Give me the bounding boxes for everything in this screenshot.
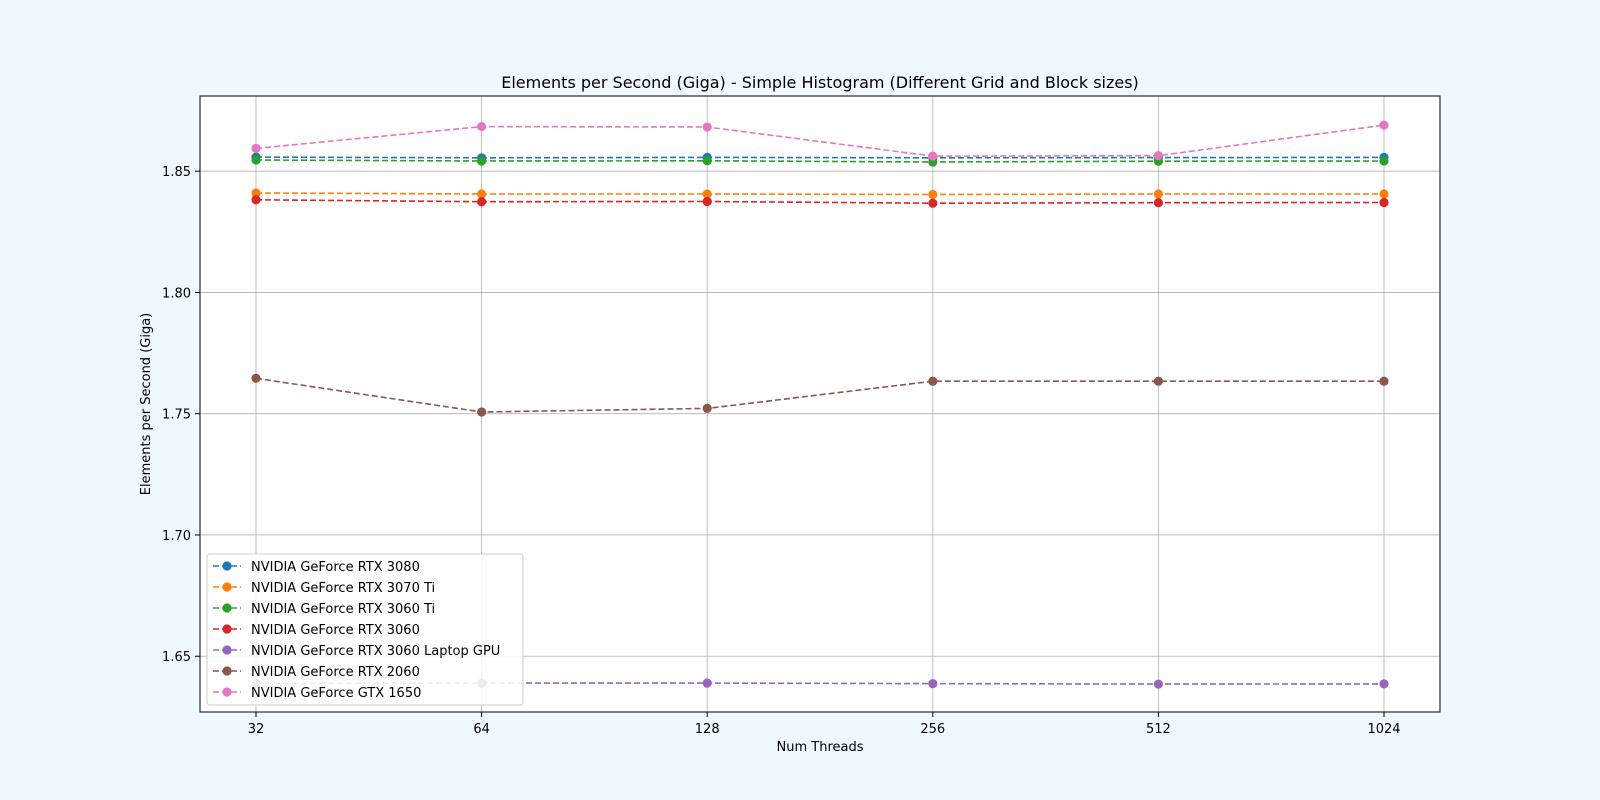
y-tick-label: 1.85 [162,165,191,180]
series-group [251,120,1389,161]
legend-marker [222,603,232,613]
legend-marker [222,645,232,655]
data-point [477,121,487,132]
data-point [1379,156,1389,166]
data-point [1379,376,1389,386]
data-point [1153,151,1163,161]
series-line [255,156,1385,159]
data-point [1379,679,1389,689]
y-tick-label: 1.80 [162,286,191,301]
series-line [255,192,1384,196]
legend-marker [222,582,232,592]
data-point [477,156,487,166]
data-point [1153,679,1163,689]
x-tick-label: 128 [695,722,720,737]
chart-title: Elements per Second (Giga) - Simple Hist… [501,73,1139,92]
legend-label: NVIDIA GeForce RTX 3060 Ti [251,602,435,617]
legend-item: NVIDIA GeForce GTX 1650 [213,686,421,701]
series-group [251,188,1389,200]
legend-marker [222,687,232,697]
legend: NVIDIA GeForce RTX 3080 NVIDIA GeForce RT… [206,553,524,706]
series-layer [251,120,1389,689]
series-line [255,682,1385,685]
series-group [251,373,1389,417]
x-axis-label: Num Threads [777,740,864,755]
data-point [251,195,261,205]
data-point [477,407,487,417]
legend-marker [222,561,232,571]
data-point [702,196,712,207]
y-tick-label: 1.65 [162,650,191,665]
data-point [928,189,938,200]
data-point [1153,198,1163,208]
data-point [928,679,938,689]
data-point [251,188,261,198]
data-point [928,151,938,161]
legend-item: NVIDIA GeForce RTX 3060 Ti [213,602,435,617]
legend-item: NVIDIA GeForce RTX 3060 Laptop GPU [213,644,500,659]
x-tick-label: 512 [1146,722,1171,737]
y-tick-label: 1.70 [162,529,191,544]
data-point [702,189,712,199]
legend-label: NVIDIA GeForce RTX 3080 [251,560,420,575]
plot-frame [199,95,1441,713]
legend-marker [222,624,232,634]
data-point [702,156,712,166]
data-point [702,122,712,132]
legend-item: NVIDIA GeForce RTX 3080 [213,560,420,575]
data-point [928,376,938,386]
legend-item: NVIDIA GeForce RTX 3070 Ti [213,581,435,596]
data-point [1379,197,1389,208]
y-tick-label: 1.75 [162,408,191,423]
series-group [251,195,1389,208]
axis-ticks: 32 64 128 256 512 1024 1.65 1.70 1.75 1.80 1.85 [162,165,1401,737]
data-point [1153,189,1163,199]
legend-box [206,553,524,706]
data-point [477,197,487,207]
series-line [255,377,1384,413]
legend-label: NVIDIA GeForce GTX 1650 [251,686,421,701]
data-point [1379,189,1389,199]
data-point [251,143,261,153]
data-point [1153,376,1163,386]
legend-marker [222,666,232,676]
x-tick-label: 1024 [1367,722,1400,737]
legend-label: NVIDIA GeForce RTX 3060 [251,623,420,638]
y-axis-label: Elements per Second (Giga) [139,313,154,495]
x-tick-label: 64 [473,722,490,737]
data-point [477,189,487,199]
legend-label: NVIDIA GeForce RTX 2060 [251,665,420,680]
data-point [251,155,261,165]
legend-label: NVIDIA GeForce RTX 3060 Laptop GPU [251,644,500,659]
legend-label: NVIDIA GeForce RTX 3070 Ti [251,581,435,596]
data-point [1379,120,1389,130]
legend-item: NVIDIA GeForce RTX 2060 [213,665,420,680]
x-tick-label: 32 [248,722,265,737]
x-tick-label: 256 [920,722,945,737]
data-point [251,373,261,383]
data-point [928,198,938,208]
series-line [255,159,1385,163]
data-point [702,678,712,688]
data-point [702,403,712,413]
legend-item: NVIDIA GeForce RTX 3060 [213,623,420,638]
series-line [255,199,1385,205]
